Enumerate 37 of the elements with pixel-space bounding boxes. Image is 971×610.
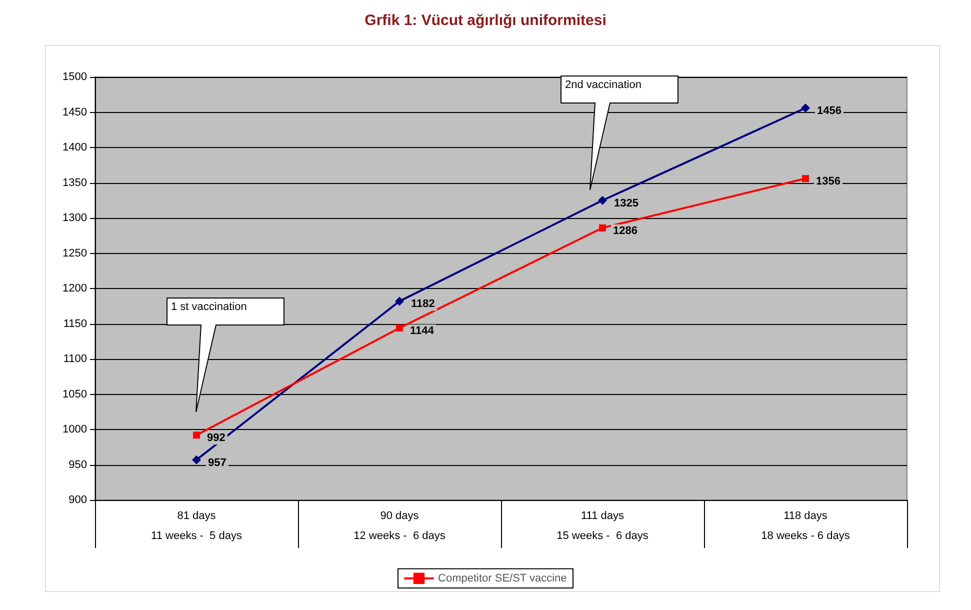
point [193,432,200,439]
point [599,224,606,232]
x-tick-label: 81 days 11 weeks - 5 days [151,510,242,542]
point [802,175,809,182]
y-tick-label: 1150 [63,318,87,330]
x-tick-label: 118 days 18 weeks - 6 days [761,510,850,542]
data-label: 1182 [411,298,435,310]
y-tick-label: 1050 [62,388,87,400]
chart-title: Grfik 1: Vücut ağırlığı uniformitesi [364,12,606,29]
legend-label: Competitor SE/ST vaccine [438,572,567,584]
annotation: 1 st vaccination [171,301,247,313]
point [598,196,607,205]
x-tick-label: 90 days 12 weeks - 6 days [354,510,446,542]
y-tick-label: 1400 [62,142,87,154]
point [396,324,403,332]
annotation: 2nd vaccination [565,79,642,91]
y-tick-label: 1350 [62,176,87,189]
y-tick-label: 1500 [62,71,87,83]
data-label: 1456 [817,105,842,118]
data-label: 957 [208,456,226,469]
y-tick-label: 1450 [62,106,87,118]
point [395,296,404,306]
y-tick-label: 1250 [62,247,87,260]
y-tick-label: 900 [68,494,87,506]
data-label: 1325 [614,197,638,210]
data-label: 1286 [613,224,638,237]
point [192,455,201,464]
data-label: 992 [207,432,226,444]
data-label: 1144 [410,324,435,337]
y-tick-label: 950 [68,458,87,471]
y-tick-label: 1200 [62,282,87,294]
y-tick-label: 1300 [62,212,87,224]
point [801,104,810,113]
y-tick-label: 1100 [63,353,87,365]
data-label: 1356 [816,176,840,188]
y-tick-label: 1000 [62,424,87,436]
x-tick-label: 111 days 15 weeks - 6 days [556,510,649,542]
